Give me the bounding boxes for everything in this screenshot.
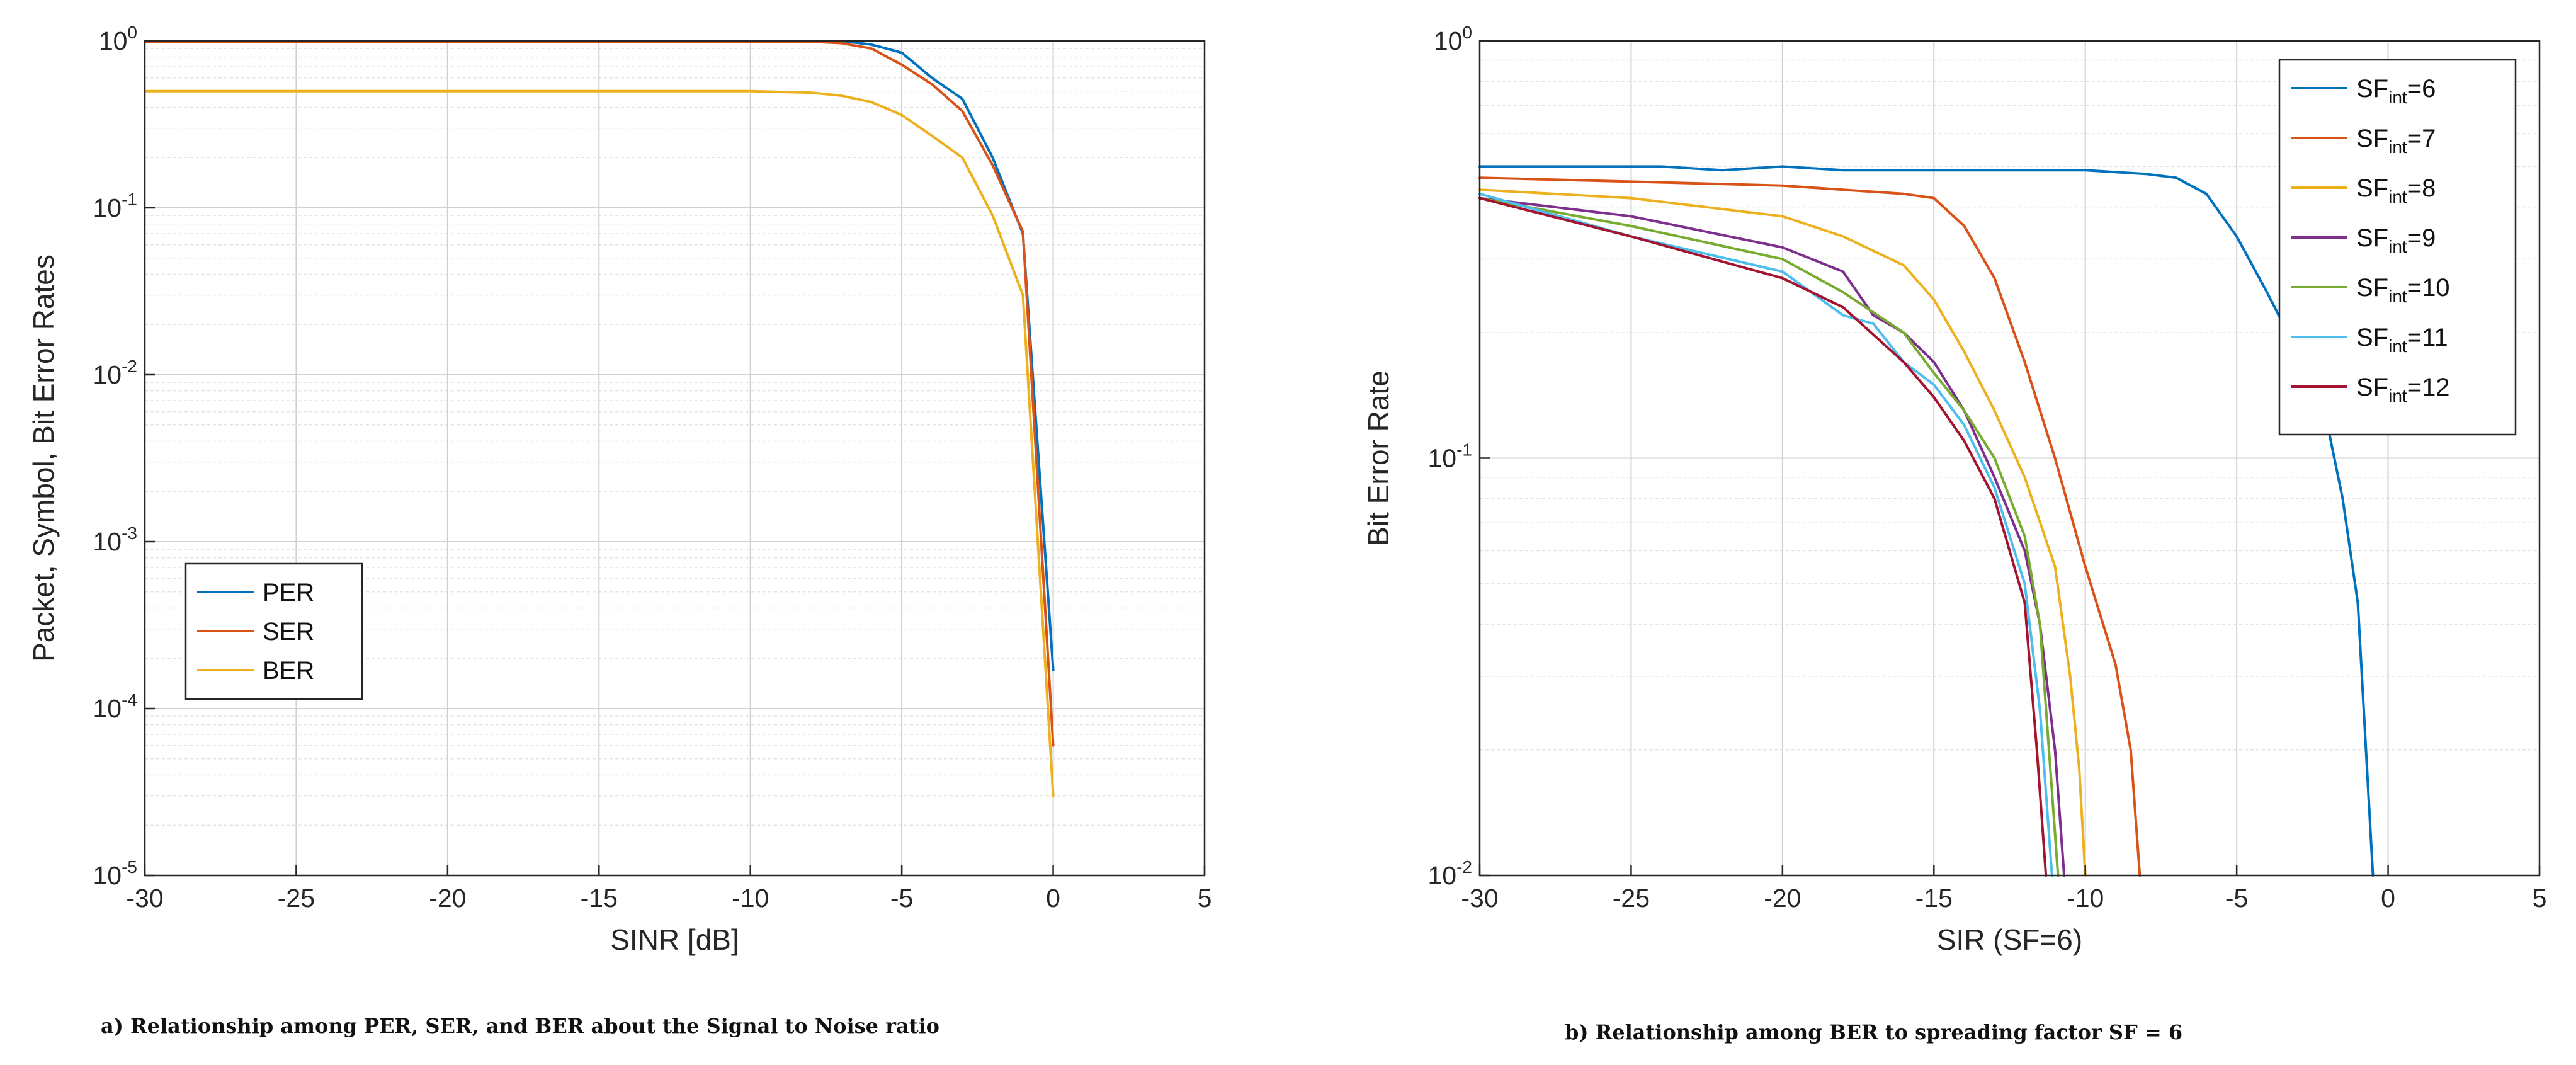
chart-b-y-tick-label: 10-2 bbox=[1427, 857, 1472, 890]
chart-b-legend-label-3: SFint=8 bbox=[2356, 174, 2436, 207]
chart-b-y-axis-label: Bit Error Rate bbox=[1362, 370, 1395, 546]
chart-b-x-axis-label: SIR (SF=6) bbox=[1937, 923, 2082, 956]
chart-b-caption: b) Relationship among BER to spreading f… bbox=[1565, 1020, 2182, 1044]
chart-a-y-tick-label: 10-4 bbox=[93, 690, 137, 723]
chart-b-y-tick-label: 10-1 bbox=[1427, 440, 1472, 473]
chart-a-y-tick-label: 10-2 bbox=[93, 356, 137, 389]
chart-b-series-line-3 bbox=[1478, 188, 2087, 877]
chart-b-x-tick-label: 0 bbox=[2381, 884, 2395, 913]
chart-b-legend-label-5: SFint=10 bbox=[2356, 274, 2450, 306]
chart-b-x-tick-label: -10 bbox=[2067, 884, 2104, 913]
chart-b-legend-label-7: SFint=12 bbox=[2356, 373, 2450, 406]
chart-a-axes-box bbox=[144, 40, 1206, 877]
chart-a-x-tick-label: -30 bbox=[126, 884, 163, 913]
chart-b-legend-label-4: SFint=9 bbox=[2356, 224, 2436, 256]
chart-a-y-tick-label: 100 bbox=[99, 23, 137, 55]
chart-a-series-line-2 bbox=[144, 40, 1055, 747]
chart-a-x-tick-label: -5 bbox=[890, 884, 913, 913]
chart-b-x-tick-label: 5 bbox=[2533, 884, 2547, 913]
chart-b-legend-label-1: SFint=6 bbox=[2356, 75, 2436, 107]
chart-a-legend: PER SER BER bbox=[184, 562, 363, 700]
chart-a-x-tick-label: -10 bbox=[732, 884, 769, 913]
chart-b-series-line-7 bbox=[1478, 196, 2048, 877]
chart-a-legend-label-1: PER bbox=[263, 579, 314, 607]
chart-a-plot-area bbox=[145, 41, 1205, 875]
chart-b-x-tick-label: -15 bbox=[1915, 884, 1953, 913]
chart-a-x-tick-label: 5 bbox=[1198, 884, 1212, 913]
chart-a-x-tick-label: -20 bbox=[429, 884, 466, 913]
chart-b-legend-label-6: SFint=11 bbox=[2356, 324, 2448, 356]
chart-b-x-tick-label: -5 bbox=[2225, 884, 2248, 913]
chart-b-legend: SFint=6 SFint=7 SFint=8 SFint=9 SFint=10 SFin… bbox=[2278, 59, 2517, 436]
chart-a-legend-label-3: BER bbox=[263, 657, 314, 685]
chart-a-x-axis-label: SINR [dB] bbox=[610, 923, 739, 956]
chart-b-grid bbox=[1479, 40, 2540, 876]
chart-a-series-line-3 bbox=[144, 89, 1055, 797]
chart-b-x-tick-label: -25 bbox=[1613, 884, 1650, 913]
chart-b: -30 -25 -20 -15 -10 -5 0 5 10-2 10-1 100 SIR (SF=6)… bbox=[1362, 23, 2546, 956]
chart-a-y-tick-label: 10-5 bbox=[93, 857, 137, 890]
chart-b-legend-box bbox=[2278, 59, 2517, 436]
chart-a-legend-label-2: SER bbox=[263, 618, 314, 646]
chart-a-caption: a) Relationship among PER, SER, and BER … bbox=[101, 1014, 939, 1038]
chart-b-series-line-5 bbox=[1478, 196, 2060, 877]
chart-a-y-tick-label: 10-3 bbox=[93, 523, 137, 556]
chart-b-legend-label-2: SFint=7 bbox=[2356, 125, 2436, 157]
chart-a-y-tick-label: 10-1 bbox=[93, 190, 137, 222]
chart-b-series-line-2 bbox=[1478, 176, 2142, 877]
chart-a-x-tick-label: -25 bbox=[278, 884, 315, 913]
chart-a-y-axis-label: Packet, Symbol, Bit Error Rates bbox=[27, 254, 60, 662]
chart-b-x-tick-label: -20 bbox=[1764, 884, 1801, 913]
chart-a-x-tick-label: -15 bbox=[581, 884, 618, 913]
chart-b-x-tick-label: -30 bbox=[1461, 884, 1498, 913]
chart-b-y-tick-label: 100 bbox=[1434, 23, 1472, 55]
chart-a-x-tick-label: 0 bbox=[1046, 884, 1060, 913]
chart-b-series-line-6 bbox=[1478, 192, 2053, 877]
chart-a: -30 -25 -20 -15 -10 -5 0 5 10-5 10-4 10-3 10-2 10-1 1… bbox=[27, 23, 1211, 956]
